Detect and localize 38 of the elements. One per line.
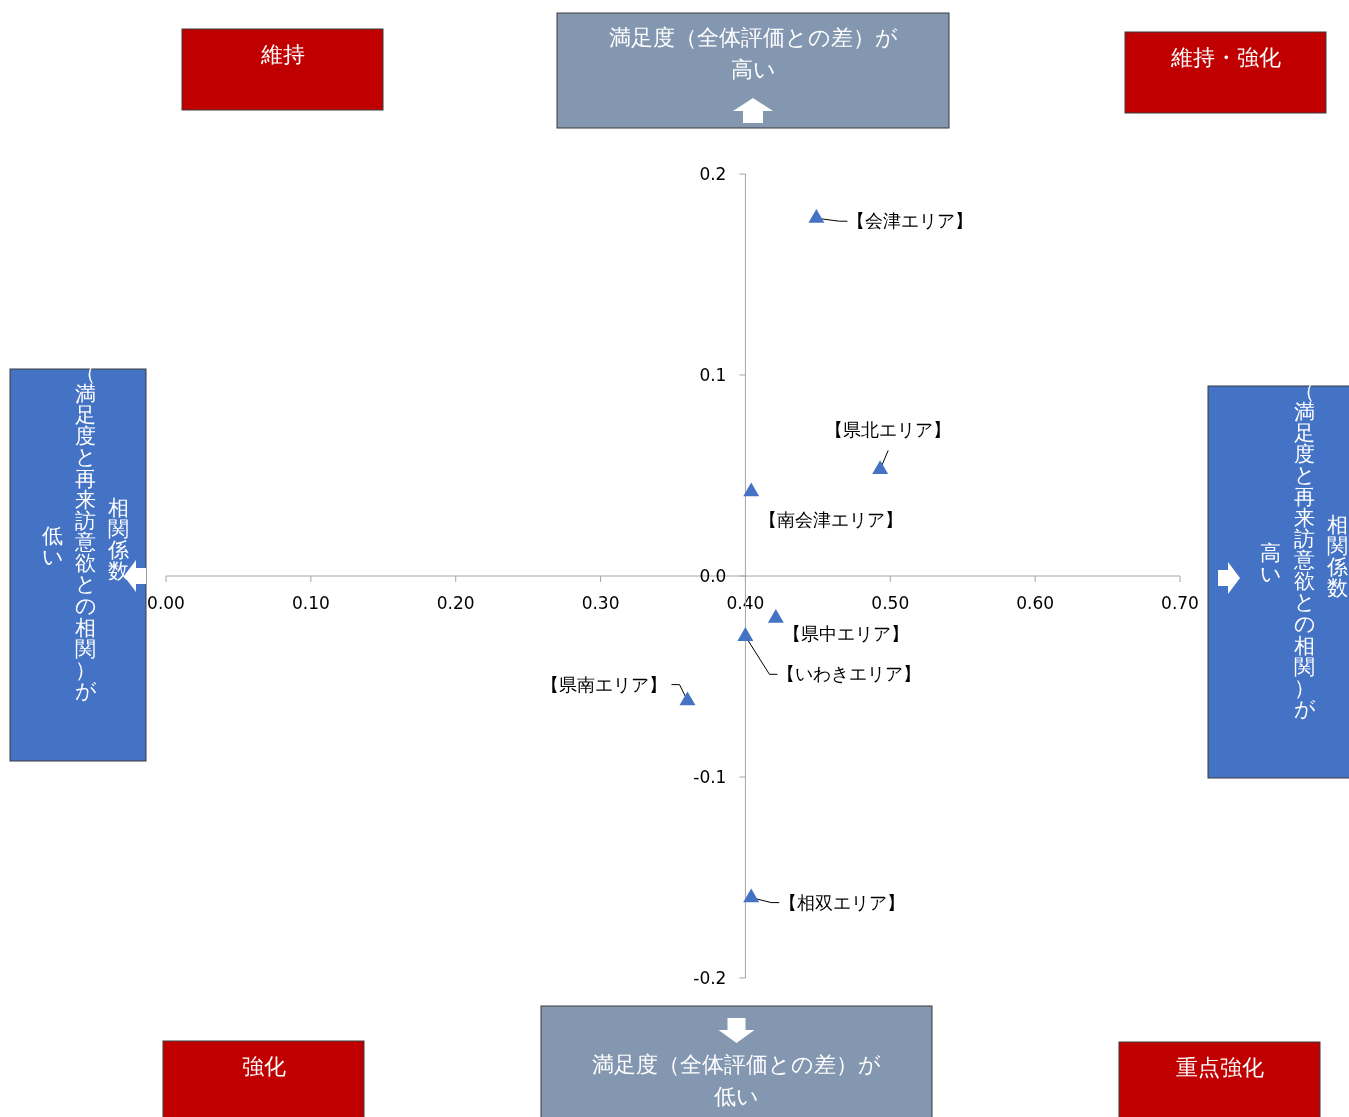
point <box>872 460 889 475</box>
point <box>737 627 754 641</box>
point <box>808 209 825 223</box>
point <box>743 888 760 903</box>
annotation: 【県南エリア】 <box>541 673 668 695</box>
point <box>743 482 760 497</box>
x-tick-label: 0.40 <box>726 593 765 613</box>
x-tick-label: 0.60 <box>1016 593 1055 613</box>
y-tick-label: -0.1 <box>693 767 727 787</box>
point <box>679 691 696 706</box>
text: 相関係数 <box>1326 513 1348 600</box>
y-tick-label: -0.2 <box>693 968 727 988</box>
x-tick-label: 0.70 <box>1161 593 1199 613</box>
text: 満足度（全体評価との差）が低い <box>592 1052 881 1109</box>
y-tick-label: 0.1 <box>699 365 727 385</box>
y-tick-label: 0.0 <box>699 566 727 586</box>
text: 満足度（全体評価との差）が高い <box>608 25 898 82</box>
x-tick-label: 0.00 <box>147 593 185 613</box>
point <box>767 609 784 623</box>
x-tick-label: 0.50 <box>871 593 910 613</box>
x-tick-label: 0.10 <box>291 593 330 613</box>
text: 維持 <box>259 42 305 67</box>
text: 相関係数 <box>107 496 129 583</box>
annotation: 【相双エリア】 <box>779 891 906 913</box>
text: 重点強化 <box>1175 1055 1264 1080</box>
text: 低い <box>42 524 64 569</box>
y-tick-label: 0.2 <box>699 164 727 184</box>
annotation: 【県中エリア】 <box>782 623 909 645</box>
annotation: 【いわきエリア】 <box>777 663 922 685</box>
text: 強化 <box>241 1054 286 1079</box>
x-tick-label: 0.30 <box>581 593 620 613</box>
x-tick-label: 0.20 <box>436 593 475 613</box>
annotation: 【県北エリア】 <box>825 419 952 441</box>
text: （満足度と再来訪意欲との相関）が <box>1293 379 1316 721</box>
text: 維持・強化 <box>1169 45 1281 70</box>
text: 高い <box>1260 541 1282 586</box>
annotation: 【南会津エリア】 <box>759 508 904 530</box>
annotation: 【会津エリア】 <box>847 210 974 232</box>
